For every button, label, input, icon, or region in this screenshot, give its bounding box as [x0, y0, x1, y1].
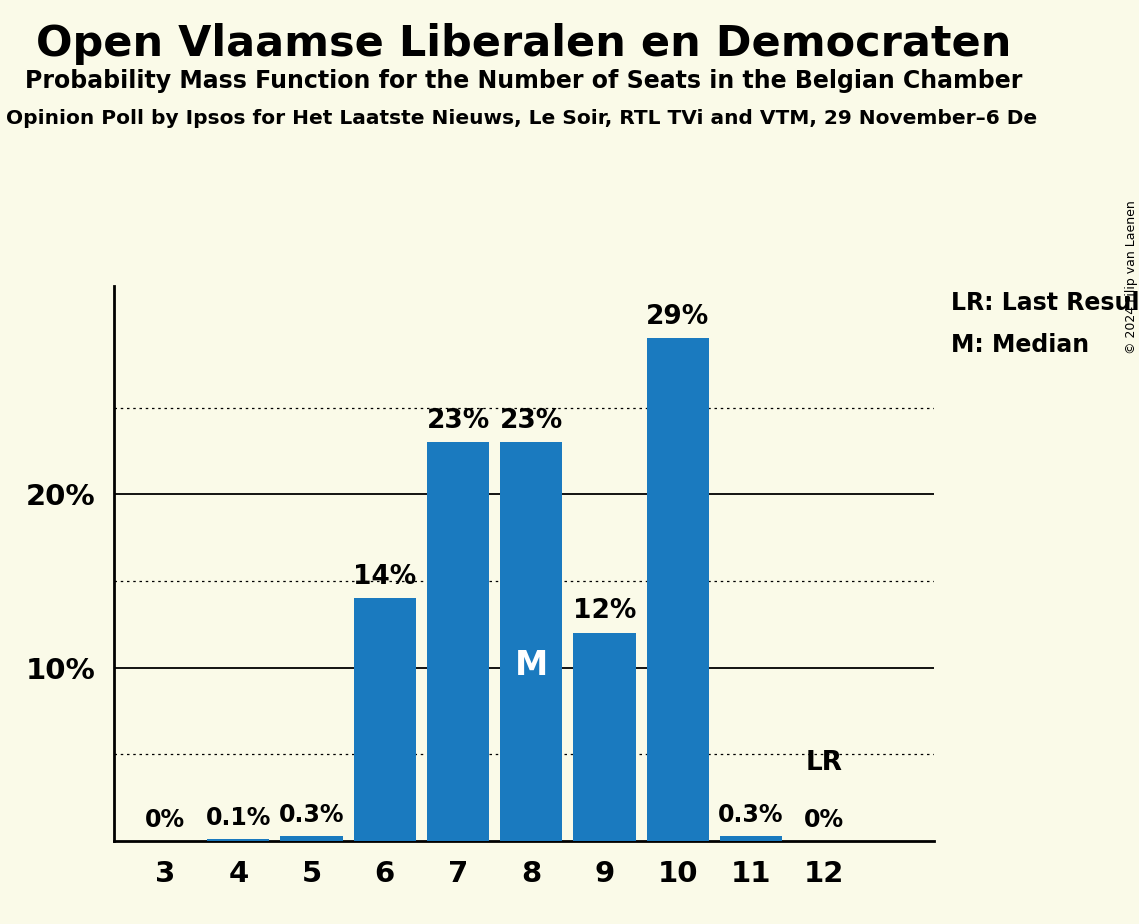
Text: Opinion Poll by Ipsos for Het Laatste Nieuws, Le Soir, RTL TVi and VTM, 29 Novem: Opinion Poll by Ipsos for Het Laatste Ni… [6, 109, 1036, 128]
Bar [720, 835, 782, 841]
Text: 0.1%: 0.1% [206, 807, 271, 831]
Text: 0.3%: 0.3% [279, 803, 344, 827]
Text: 0.3%: 0.3% [719, 803, 784, 827]
Text: 23%: 23% [426, 407, 490, 433]
Text: 29%: 29% [646, 304, 710, 330]
Bar [427, 443, 489, 841]
Text: 0%: 0% [804, 808, 844, 833]
Text: M: Median: M: Median [951, 333, 1089, 357]
Bar [354, 599, 416, 841]
Text: 23%: 23% [500, 407, 563, 433]
Text: Open Vlaamse Liberalen en Democraten: Open Vlaamse Liberalen en Democraten [36, 23, 1011, 65]
Bar [500, 443, 563, 841]
Text: Probability Mass Function for the Number of Seats in the Belgian Chamber: Probability Mass Function for the Number… [25, 69, 1023, 93]
Text: 14%: 14% [353, 564, 417, 590]
Bar [280, 835, 343, 841]
Text: M: M [515, 649, 548, 682]
Text: © 2024 Filip van Laenen: © 2024 Filip van Laenen [1124, 201, 1138, 354]
Text: LR: Last Result: LR: Last Result [951, 291, 1139, 315]
Text: 12%: 12% [573, 598, 637, 625]
Bar [573, 633, 636, 841]
Bar [647, 338, 708, 841]
Bar [207, 839, 270, 841]
Text: LR: LR [805, 750, 843, 776]
Text: 0%: 0% [145, 808, 186, 833]
